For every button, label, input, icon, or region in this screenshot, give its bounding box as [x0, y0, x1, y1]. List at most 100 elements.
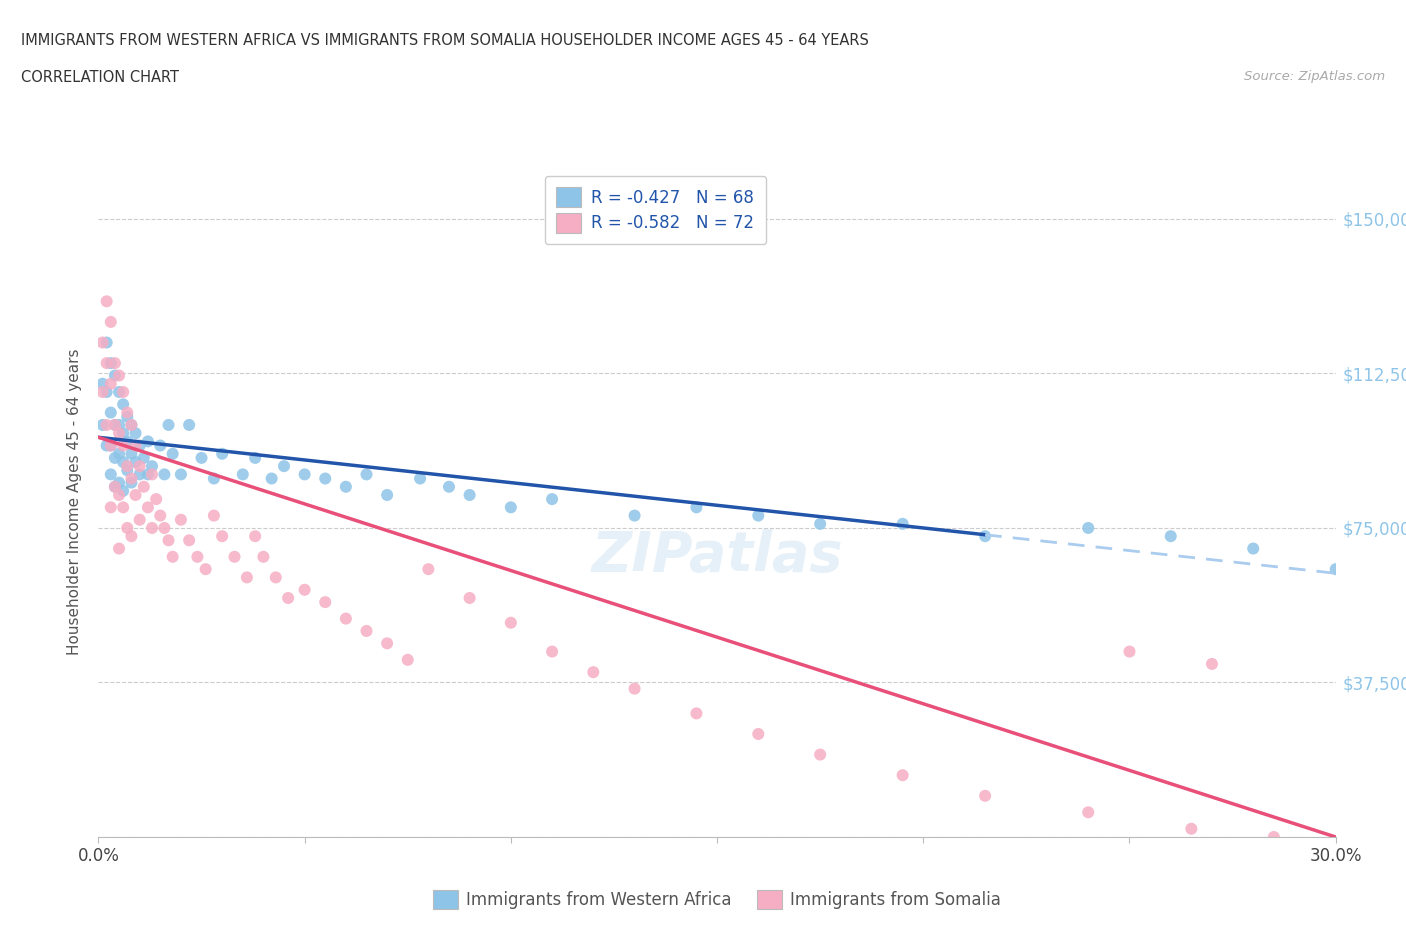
Point — [170, 512, 193, 527]
Point — [112, 484, 135, 498]
Point — [96, 335, 118, 350]
Point — [418, 562, 440, 577]
Point — [120, 472, 142, 486]
Point — [128, 512, 150, 527]
Text: IMMIGRANTS FROM WESTERN AFRICA VS IMMIGRANTS FROM SOMALIA HOUSEHOLDER INCOME AGE: IMMIGRANTS FROM WESTERN AFRICA VS IMMIGR… — [21, 33, 869, 47]
Point — [100, 355, 122, 370]
Point — [112, 438, 135, 453]
Point — [252, 550, 274, 565]
Point — [1263, 830, 1285, 844]
Point — [108, 541, 131, 556]
Y-axis label: Householder Income Ages 45 - 64 years: Householder Income Ages 45 - 64 years — [67, 349, 83, 656]
Point — [136, 500, 159, 515]
Point — [112, 455, 135, 470]
Point — [112, 500, 135, 515]
Point — [145, 492, 167, 507]
Point — [162, 550, 184, 565]
Point — [141, 467, 163, 482]
Point — [236, 570, 259, 585]
Point — [149, 438, 172, 453]
Point — [112, 426, 135, 441]
Point — [194, 562, 217, 577]
Point — [100, 467, 122, 482]
Point — [141, 458, 163, 473]
Point — [264, 570, 287, 585]
Point — [314, 594, 336, 609]
Point — [170, 467, 193, 482]
Point — [104, 355, 127, 370]
Point — [91, 384, 114, 399]
Point — [108, 487, 131, 502]
Point — [808, 747, 831, 762]
Point — [179, 533, 201, 548]
Point — [120, 475, 142, 490]
Point — [685, 500, 707, 515]
Point — [108, 418, 131, 432]
Point — [458, 487, 481, 502]
Point — [273, 458, 295, 473]
Point — [294, 582, 316, 597]
Point — [157, 533, 180, 548]
Point — [232, 467, 254, 482]
Point — [149, 508, 172, 523]
Point — [136, 467, 159, 482]
Point — [112, 384, 135, 399]
Point — [100, 438, 122, 453]
Point — [179, 418, 201, 432]
Point — [124, 438, 146, 453]
Point — [499, 616, 522, 631]
Point — [437, 479, 460, 494]
Point — [623, 508, 645, 523]
Point — [499, 500, 522, 515]
Point — [974, 789, 997, 804]
Point — [104, 450, 127, 465]
Point — [808, 516, 831, 531]
Point — [141, 521, 163, 536]
Point — [117, 409, 139, 424]
Point — [104, 418, 127, 432]
Point — [409, 472, 432, 486]
Point — [108, 426, 131, 441]
Point — [91, 335, 114, 350]
Text: Source: ZipAtlas.com: Source: ZipAtlas.com — [1244, 70, 1385, 83]
Point — [153, 521, 176, 536]
Point — [91, 377, 114, 392]
Point — [375, 636, 398, 651]
Text: CORRELATION CHART: CORRELATION CHART — [21, 70, 179, 85]
Point — [108, 368, 131, 383]
Point — [294, 467, 316, 482]
Point — [108, 475, 131, 490]
Point — [100, 314, 122, 329]
Point — [96, 418, 118, 432]
Point — [112, 397, 135, 412]
Point — [104, 479, 127, 494]
Point — [117, 521, 139, 536]
Legend: Immigrants from Western Africa, Immigrants from Somalia: Immigrants from Western Africa, Immigran… — [426, 884, 1008, 916]
Point — [104, 479, 127, 494]
Point — [335, 479, 357, 494]
Point — [128, 438, 150, 453]
Point — [104, 418, 127, 432]
Point — [891, 516, 914, 531]
Point — [120, 418, 142, 432]
Point — [356, 467, 378, 482]
Point — [202, 508, 225, 523]
Point — [96, 294, 118, 309]
Point — [356, 623, 378, 638]
Point — [211, 446, 233, 461]
Point — [541, 644, 564, 659]
Point — [153, 467, 176, 482]
Point — [108, 384, 131, 399]
Point — [974, 529, 997, 544]
Point — [1180, 821, 1202, 836]
Point — [100, 500, 122, 515]
Point — [96, 355, 118, 370]
Point — [211, 529, 233, 544]
Point — [224, 550, 246, 565]
Point — [120, 529, 142, 544]
Point — [623, 681, 645, 696]
Point — [1324, 562, 1347, 577]
Point — [190, 450, 212, 465]
Point — [1241, 541, 1264, 556]
Point — [120, 418, 142, 432]
